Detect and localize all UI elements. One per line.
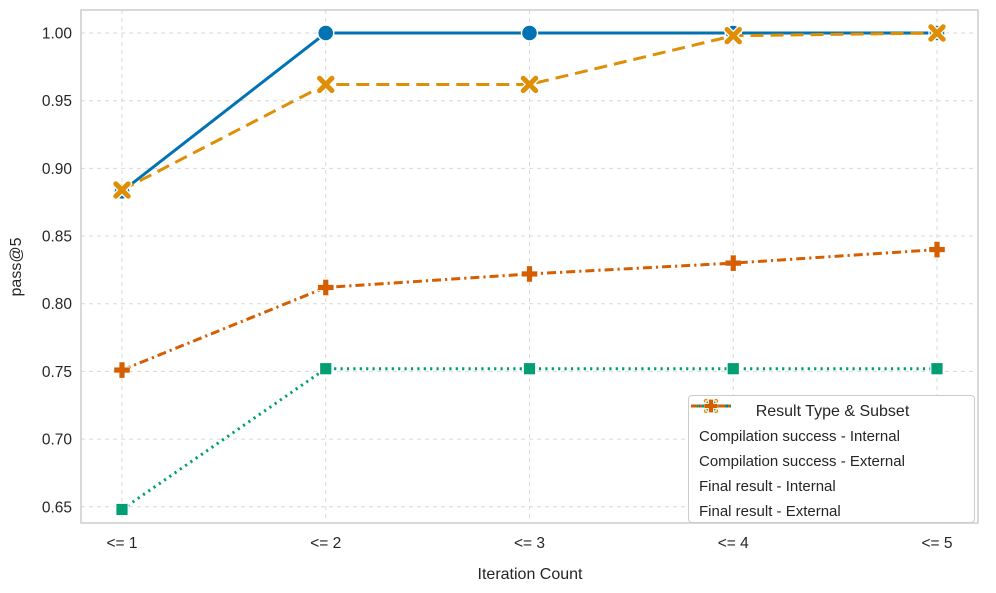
x-tick-label: <= 3	[514, 535, 545, 552]
data-point-marker	[929, 241, 945, 258]
y-tick-label: 0.85	[42, 229, 72, 246]
data-point-marker	[315, 74, 336, 95]
data-point-marker	[112, 180, 132, 201]
y-tick-label: 0.95	[42, 93, 72, 110]
data-point-marker	[723, 25, 744, 46]
x-tick-label: <= 2	[310, 535, 341, 552]
legend-swatch-plus-icon	[691, 399, 731, 413]
x-axis-label: Iteration Count	[477, 566, 583, 583]
series-final-result-external	[114, 241, 945, 378]
legend-item-final-result-internal: Final result - Internal	[691, 400, 966, 499]
legend-item-compilation-success-internal: Compilation success - Internal	[691, 398, 966, 449]
legend-item-label: Final result - External	[699, 503, 841, 520]
legend-item-final-result-external: Final result - External	[691, 399, 966, 524]
data-point-marker	[726, 361, 741, 376]
series-final-result-internal	[115, 361, 944, 517]
legend-item-compilation-success-external: Compilation success - External	[691, 397, 966, 474]
series-line-compilation-success-internal	[121, 31, 937, 193]
plot-frame	[80, 9, 979, 524]
series-compilation-success-external	[112, 23, 948, 201]
tick-labels: 1.00 0.95 0.90 0.85 0.80 0.75 0.70 0.65 <= 1 <= 2…	[42, 26, 953, 552]
data-point-marker	[317, 279, 334, 296]
y-tick-label: 0.90	[42, 161, 73, 178]
data-point-marker	[519, 74, 540, 95]
data-point-marker	[926, 23, 948, 44]
x-tick-label: <= 5	[921, 535, 952, 552]
y-tick-label: 0.80	[42, 296, 73, 313]
legend-item-label: Compilation success - Internal	[699, 428, 900, 445]
legend-item-label: Final result - Internal	[699, 478, 836, 495]
legend-items: Compilation success - Internal Compilatio…	[691, 397, 966, 524]
y-tick-label: 0.75	[42, 364, 72, 381]
y-axis-label: pass@5	[8, 237, 25, 297]
series-line-compilation-success-external	[121, 31, 938, 192]
legend-item-label: Compilation success - External	[699, 453, 905, 470]
data-point-marker	[522, 361, 537, 376]
data-point-marker	[930, 361, 944, 376]
data-point-marker	[317, 24, 335, 42]
legend-title: Result Type & Subset	[755, 403, 910, 420]
data-point-marker	[115, 502, 129, 517]
data-point-marker	[725, 255, 742, 271]
data-point-marker	[114, 362, 130, 378]
data-point-marker	[520, 24, 539, 42]
data-point-marker	[704, 399, 718, 413]
legend: Result Type & Subset Compilation success…	[688, 395, 975, 523]
y-tick-label: 0.65	[42, 499, 72, 516]
data-point-marker	[318, 361, 333, 376]
y-tick-label: 0.70	[42, 432, 73, 449]
x-tick-label: <= 1	[106, 535, 137, 552]
x-tick-label: <= 4	[718, 535, 749, 552]
data-point-marker	[521, 266, 538, 282]
y-tick-label: 1.00	[42, 26, 73, 43]
